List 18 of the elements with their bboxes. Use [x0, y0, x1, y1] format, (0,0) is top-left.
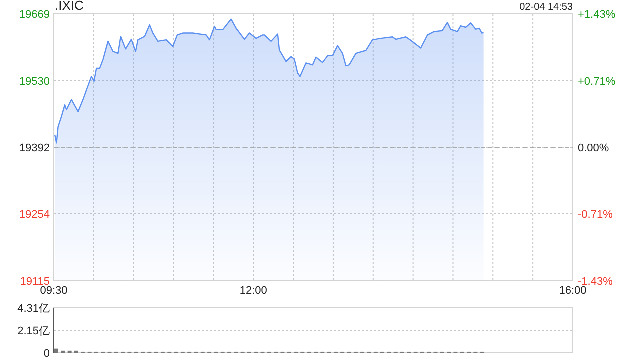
y2-tick-label: -0.71%: [578, 208, 614, 221]
y-tick-label: 19254: [19, 209, 50, 222]
x-tick-label: 16:00: [559, 285, 587, 297]
y2-tick-label: -1.43%: [578, 276, 614, 288]
y-tick-label: 2.15亿: [18, 326, 50, 338]
y2-tick-label: +0.71%: [578, 76, 616, 88]
x-tick-label: 09:30: [40, 285, 68, 297]
y-tick-label: 19115: [20, 276, 50, 288]
y-tick-label: 19530: [19, 76, 50, 88]
y-tick-label: 19392: [19, 142, 50, 154]
y-tick-label: 19669: [19, 9, 50, 21]
x-tick-label: 12:00: [240, 285, 268, 297]
chart-title: .IXIC: [55, 0, 84, 13]
y2-tick-label: 0.00%: [578, 142, 610, 154]
y-tick-label: 4.31亿: [18, 303, 50, 315]
y-tick-label: 0: [44, 348, 50, 360]
text: 02-04 14:53: [520, 2, 574, 13]
y2-tick-label: +1.43%: [578, 9, 616, 21]
